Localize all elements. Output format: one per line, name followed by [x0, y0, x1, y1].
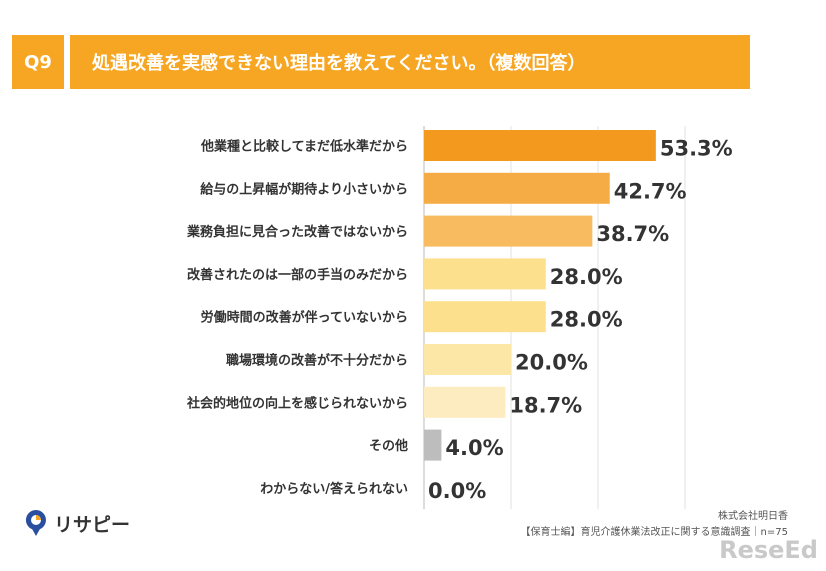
- bar: [424, 172, 610, 204]
- brand-logo: リサピー: [24, 509, 130, 537]
- value-label: 4.0%: [445, 436, 503, 460]
- category-label: わからない/答えられない: [260, 481, 408, 497]
- category-label: その他: [369, 438, 408, 454]
- value-label: 18.7%: [509, 393, 582, 417]
- question-number-badge: Q9: [12, 35, 64, 89]
- bar: [424, 258, 546, 290]
- category-label: 給与の上昇幅が期待より小さいから: [200, 181, 408, 197]
- bar: [424, 386, 506, 418]
- category-label: 改善されたのは一部の手当のみだから: [187, 267, 408, 283]
- bar: [424, 130, 656, 161]
- category-label: 社会的地位の向上を感じられないから: [186, 395, 408, 411]
- value-label: 0.0%: [428, 479, 486, 503]
- value-label: 53.3%: [660, 137, 733, 161]
- survey-caption: 【保育士編】育児介護休業法改正に関する意識調査｜n=75: [520, 527, 788, 538]
- bar: [424, 215, 593, 247]
- value-label: 28.0%: [550, 308, 623, 332]
- value-label: 38.7%: [596, 222, 669, 246]
- labels: 他業種と比較してまだ低水準だから 53.3% 給与の上昇幅が期待より小さいから 42.…: [186, 137, 733, 503]
- category-label: 労働時間の改善が伴っていないから: [201, 310, 408, 326]
- bar: [424, 301, 546, 333]
- value-label: 20.0%: [515, 351, 588, 375]
- value-label: 42.7%: [614, 179, 687, 203]
- category-label: 業務負担に見合った改善ではないから: [186, 224, 408, 240]
- value-label: 28.0%: [550, 265, 623, 289]
- question-title: 処遇改善を実感できない理由を教えてください。（複数回答）: [70, 35, 750, 89]
- brand-name: リサピー: [54, 513, 131, 536]
- category-label: 職場環境の改善が不十分だから: [226, 353, 408, 369]
- category-label: 他業種と比較してまだ低水準だから: [200, 139, 408, 155]
- watermark-logo: ReseEd: [719, 536, 818, 564]
- company-name: 株式会社明日香: [718, 511, 788, 522]
- bar: [424, 429, 442, 461]
- bar: [424, 344, 511, 375]
- brand-pin-icon: [25, 510, 46, 536]
- bars: [424, 130, 656, 461]
